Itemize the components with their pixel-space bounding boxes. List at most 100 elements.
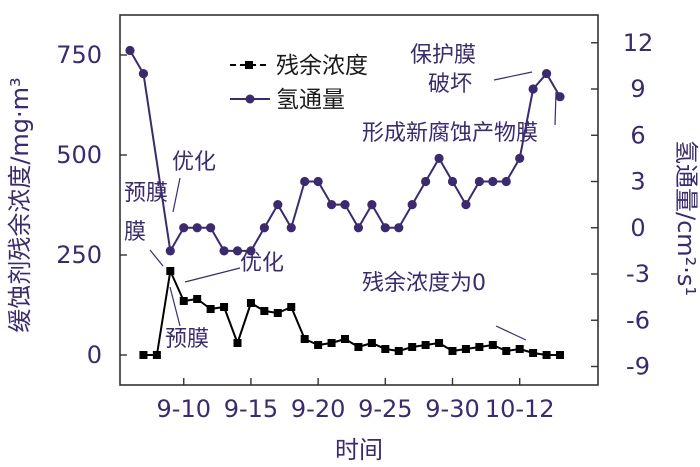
annotation-optimize-mid: 优化 <box>240 251 284 276</box>
hydrogen-point-9 <box>259 223 269 233</box>
hydrogen-point-22 <box>434 153 444 163</box>
residual-point-19 <box>394 347 403 355</box>
residual-point-4 <box>193 295 202 303</box>
hydrogen-point-14 <box>326 200 337 210</box>
y-right-tick-label-3: 0 <box>630 214 645 242</box>
hydrogen-point-31 <box>555 92 565 102</box>
y-axis-right-title: 氢通量/cm²·s¹ <box>672 140 700 296</box>
hydrogen-point-21 <box>421 176 431 187</box>
residual-point-18 <box>381 345 390 353</box>
x-axis-title: 时间 <box>335 436 383 464</box>
y-left-tick-label-3: 750 <box>56 41 102 69</box>
residual-point-24 <box>461 345 470 353</box>
arrow-zero-residual <box>495 325 527 341</box>
hydrogen-point-28 <box>515 153 525 163</box>
annotation-new-film: 形成新腐蚀产物膜 <box>362 121 538 146</box>
residual-point-2 <box>166 267 175 275</box>
legend-label-hydrogen: 氢通量 <box>276 87 345 113</box>
annotation-film-break-1: 保护膜 <box>410 43 476 68</box>
annotation-prefilm-top: 预膜 <box>124 181 168 206</box>
hydrogen-point-0 <box>125 45 135 56</box>
legend-marker-hydrogen <box>245 94 255 104</box>
residual-point-21 <box>421 341 430 349</box>
residual-point-0 <box>139 351 148 359</box>
arrow-film-break <box>493 71 533 81</box>
residual-point-11 <box>287 303 296 311</box>
legend-label-residual: 残余浓度 <box>276 53 368 79</box>
y-axis-left-title: 缓蚀剂残余浓度/mg·m³ <box>6 77 34 332</box>
residual-point-1 <box>152 351 161 359</box>
residual-point-25 <box>475 343 484 351</box>
series-residual <box>139 267 564 359</box>
x-tick-label-1: 9-15 <box>224 395 278 423</box>
residual-point-8 <box>246 299 255 307</box>
arrow-optimize-mid <box>184 267 241 283</box>
hydrogen-point-24 <box>461 200 471 210</box>
annotation-film-break-2: 破坏 <box>428 72 472 97</box>
hydrogen-point-29 <box>528 84 538 94</box>
y-right-tick-label-4: 3 <box>630 168 645 196</box>
x-tick-label-2: 9-20 <box>291 395 345 423</box>
y-left-tick-label-1: 250 <box>56 241 102 269</box>
legend: 残余浓度 氢通量 <box>230 53 368 113</box>
residual-point-3 <box>179 297 188 305</box>
hydrogen-point-12 <box>300 176 310 187</box>
arrow-new-film <box>554 91 557 126</box>
annotation-prefilm-bottom: 预膜 <box>165 327 209 352</box>
hydrogen-point-13 <box>313 176 323 187</box>
hydrogen-point-11 <box>286 223 296 233</box>
plot-frame <box>119 14 599 386</box>
x-tick-label-0: 9-10 <box>157 395 211 423</box>
hydrogen-point-10 <box>273 200 283 210</box>
y-right-tick-label-0: -9 <box>626 353 650 381</box>
hydrogen-point-7 <box>232 246 243 256</box>
hydrogen-point-15 <box>340 200 350 210</box>
arrow-prefilm-top <box>149 249 164 267</box>
residual-point-17 <box>367 339 376 347</box>
series-hydrogen <box>125 45 565 256</box>
arrow-prefilm-bottom <box>169 286 181 327</box>
residual-point-15 <box>341 335 349 343</box>
y-right-tick-label-5: 6 <box>630 121 645 149</box>
residual-point-5 <box>206 305 215 313</box>
residual-point-7 <box>233 339 242 347</box>
annotation-prefilm-top-2: 膜 <box>124 220 146 245</box>
hydrogen-point-6 <box>219 246 229 256</box>
legend-marker-residual <box>245 61 253 69</box>
hydrogen-point-30 <box>541 68 552 79</box>
residual-point-22 <box>435 339 444 347</box>
hydrogen-point-8 <box>246 246 256 256</box>
residual-point-28 <box>515 345 524 353</box>
x-tick-label-5: 10-12 <box>485 395 555 423</box>
hydrogen-point-18 <box>380 223 390 233</box>
residual-point-12 <box>300 335 309 343</box>
hydrogen-point-20 <box>407 200 417 210</box>
y-right-tick-label-6: 9 <box>630 75 645 103</box>
residual-point-6 <box>220 303 229 311</box>
hydrogen-point-5 <box>206 223 216 233</box>
arrow-optimize-top <box>172 177 181 213</box>
annotation-zero-residual: 残余浓度为0 <box>362 271 486 296</box>
hydrogen-point-17 <box>367 200 377 210</box>
y-right-tick-label-2: -3 <box>626 260 650 288</box>
y-right-tick-label-7: 12 <box>623 29 654 57</box>
y-left-tick-label-0: 0 <box>87 341 102 369</box>
hydrogen-point-4 <box>192 223 202 233</box>
residual-point-13 <box>314 341 323 349</box>
residual-point-10 <box>273 309 282 317</box>
hydrogen-point-19 <box>394 223 404 233</box>
residual-point-31 <box>556 351 564 359</box>
annotation-optimize-top: 优化 <box>172 150 216 175</box>
residual-point-30 <box>542 351 551 359</box>
hydrogen-point-26 <box>488 176 498 187</box>
right-axis-ticks: -9 -6 -3 0 3 6 9 12 <box>591 29 653 381</box>
x-axis-ticks: 9-10 9-15 9-20 9-25 9-30 10-12 <box>157 378 555 423</box>
y-left-tick-label-2: 500 <box>56 141 102 169</box>
hydrogen-point-27 <box>501 176 511 187</box>
hydrogen-point-1 <box>138 68 149 79</box>
hydrogen-point-25 <box>474 176 484 187</box>
hydrogen-point-16 <box>353 223 364 233</box>
x-tick-label-3: 9-25 <box>358 395 412 423</box>
residual-point-23 <box>448 347 457 355</box>
